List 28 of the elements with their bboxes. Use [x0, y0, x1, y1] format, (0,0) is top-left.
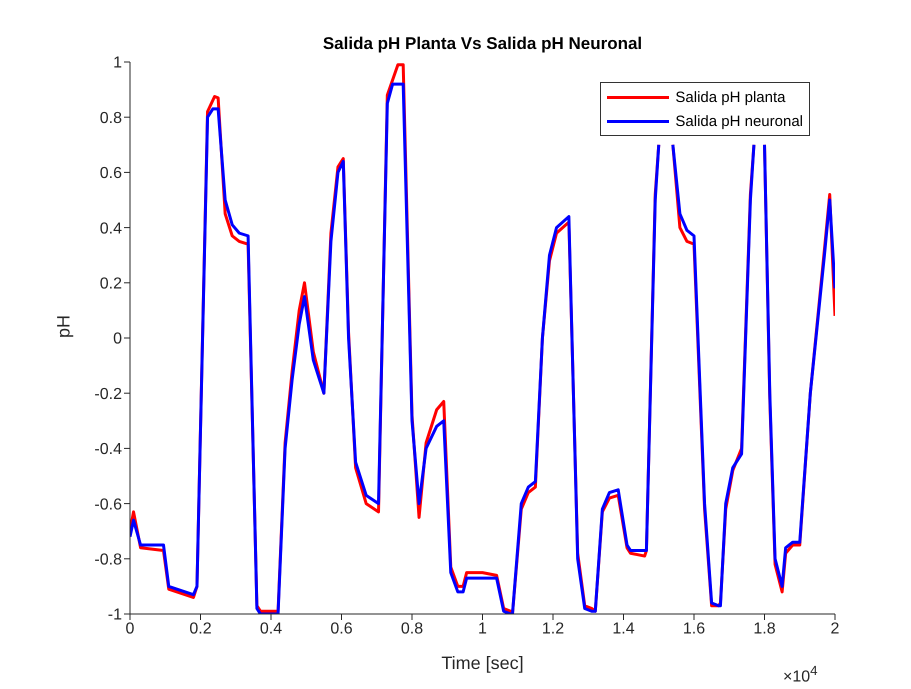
text: ×10$^{4}$: [783, 663, 818, 686]
x-tick-label: 2: [830, 620, 840, 638]
y-tick-label: 0: [113, 330, 122, 348]
y-axis-title: pH: [53, 314, 74, 338]
x-tick-label: 1.2: [542, 620, 564, 638]
y-tick-label: 0.4: [100, 220, 122, 238]
chart-title: Salida pH Planta Vs Salida pH Neuronal: [322, 34, 644, 54]
x-tick-label: 0: [126, 620, 135, 638]
legend-label: Salida pH neuronal: [675, 112, 803, 130]
y-tick-label: -1: [108, 606, 122, 624]
x-axis-title: Time [sec]: [441, 653, 524, 673]
y-tick-label: -0.6: [94, 496, 122, 514]
y-tick-label: 0.6: [100, 165, 122, 182]
y-tick-label: 0.2: [100, 275, 122, 292]
y-tick-label: 0.8: [100, 110, 122, 127]
y-tick-label: -0.8: [94, 551, 122, 568]
x-tick-label: 1.8: [753, 620, 776, 638]
x-tick-label: 0.6: [330, 620, 353, 638]
x-tick-label: 1.4: [612, 620, 635, 638]
x-tick-label: 0.4: [260, 620, 282, 638]
x-tick-label: 1: [478, 620, 488, 638]
x-tick-label: 0.8: [400, 620, 424, 638]
y-tick-label: 1: [113, 54, 122, 72]
x-tick-label: 0.2: [189, 620, 212, 638]
x-tick-label: 1.6: [682, 620, 706, 638]
y-tick-label: -0.2: [94, 386, 122, 403]
legend-label: Salida pH planta: [675, 88, 786, 106]
y-tick-label: -0.4: [94, 441, 122, 458]
